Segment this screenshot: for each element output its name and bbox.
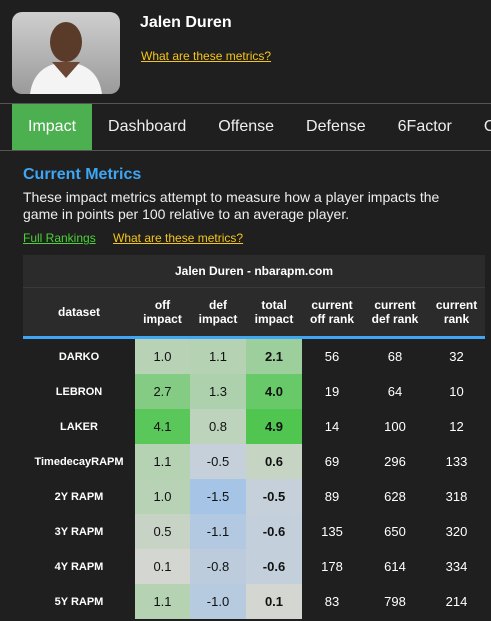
- tab[interactable]: 6Factor: [397, 118, 452, 135]
- value-cell: 0.6: [246, 444, 302, 479]
- value-cell: 12: [449, 419, 464, 434]
- table-row: 2Y RAPM 1.0 -1.5 -0.5 89 628 318: [23, 479, 485, 514]
- dataset-cell: TimedecayRAPM: [34, 455, 124, 468]
- table-row: DARKO 1.0 1.1 2.1 56 68 32: [23, 337, 485, 374]
- value-cell: 1.1: [135, 444, 190, 479]
- value-cell: 10: [449, 384, 464, 399]
- value-cell: 214: [445, 594, 468, 609]
- value-cell: 4.1: [135, 409, 190, 444]
- dataset-cell: 3Y RAPM: [54, 525, 104, 538]
- value-cell: 68: [387, 349, 403, 364]
- tab[interactable]: Dashboard: [108, 118, 187, 135]
- value-cell: 4.9: [246, 409, 302, 444]
- value-cell: 1.1: [190, 337, 246, 374]
- value-cell: 0.1: [135, 549, 190, 584]
- dataset-cell: DARKO: [58, 350, 100, 363]
- dataset-cell: 5Y RAPM: [54, 595, 104, 608]
- value-cell: 1.0: [135, 337, 190, 374]
- value-cell: 628: [384, 489, 406, 504]
- tab[interactable]: C: [468, 104, 491, 150]
- metrics-link[interactable]: What are these metrics?: [141, 49, 272, 63]
- tab-bar: Impact Dashboard Offense Defense 6Factor C: [0, 103, 491, 151]
- value-cell: 614: [384, 559, 406, 574]
- value-cell: 650: [384, 524, 406, 539]
- value-cell: 4.0: [246, 374, 302, 409]
- value-cell: -0.5: [246, 479, 302, 514]
- metrics-table: Jalen Duren - nbarapm.com dataset off imp…: [23, 255, 486, 619]
- player-photo: [12, 12, 120, 94]
- value-cell: 2.7: [135, 374, 190, 409]
- rankings-link[interactable]: Full Rankings: [23, 231, 96, 245]
- tab[interactable]: Impact: [12, 104, 93, 150]
- value-cell: 89: [324, 489, 340, 504]
- dataset-cell: LEBRON: [55, 385, 103, 398]
- value-cell: -0.6: [246, 549, 302, 584]
- value-cell: -0.6: [246, 514, 302, 549]
- value-cell: 69: [324, 454, 340, 469]
- value-cell: 0.1: [246, 584, 302, 619]
- value-cell: 1.1: [135, 584, 190, 619]
- value-cell: 14: [324, 419, 340, 434]
- table-row: LEBRON 2.7 1.3 4.0 19 64 10: [23, 374, 485, 409]
- value-cell: 318: [445, 489, 468, 504]
- value-cell: 1.3: [190, 374, 246, 409]
- value-cell: 2.1: [246, 337, 302, 374]
- value-cell: -1.0: [190, 584, 246, 619]
- value-cell: 320: [445, 524, 468, 539]
- tab[interactable]: Defense: [306, 118, 366, 135]
- table-row: 4Y RAPM 0.1 -0.8 -0.6 178 614 334: [23, 549, 485, 584]
- value-cell: 0.5: [135, 514, 190, 549]
- value-cell: 1.0: [135, 479, 190, 514]
- value-cell: 178: [321, 559, 343, 574]
- table-row: 3Y RAPM 0.5 -1.1 -0.6 135 650 320: [23, 514, 485, 549]
- value-cell: 296: [384, 454, 406, 469]
- value-cell: 0.8: [190, 409, 246, 444]
- value-cell: 798: [384, 594, 406, 609]
- value-cell: 334: [445, 559, 468, 574]
- value-cell: 19: [324, 384, 340, 399]
- column-header: total impact: [246, 287, 302, 338]
- value-cell: -0.8: [190, 549, 246, 584]
- dataset-cell: 4Y RAPM: [54, 560, 104, 573]
- value-cell: 100: [384, 419, 406, 434]
- value-cell: 135: [321, 524, 343, 539]
- value-cell: 83: [324, 594, 340, 609]
- table-row: 5Y RAPM 1.1 -1.0 0.1 83 798 214: [23, 584, 485, 619]
- section-title: Current Metrics: [23, 166, 142, 183]
- table-row: TimedecayRAPM 1.1 -0.5 0.6 69 296 133: [23, 444, 485, 479]
- description: These impact metrics attempt to measure …: [23, 189, 440, 222]
- value-cell: -1.5: [190, 479, 246, 514]
- tab[interactable]: Offense: [218, 118, 275, 135]
- column-header: off impact: [135, 287, 190, 338]
- column-header: current def rank: [362, 287, 428, 338]
- player-name: Jalen Duren: [140, 14, 232, 31]
- value-cell: -1.1: [190, 514, 246, 549]
- dataset-cell: LAKER: [60, 420, 98, 433]
- column-header: current off rank: [302, 287, 362, 338]
- metrics-link[interactable]: What are these metrics?: [113, 231, 244, 245]
- table-row: LAKER 4.1 0.8 4.9 14 100 12: [23, 409, 485, 444]
- value-cell: 56: [324, 349, 340, 364]
- column-header: def impact: [190, 287, 246, 338]
- photo-art: [30, 22, 102, 94]
- value-cell: 32: [449, 349, 464, 364]
- column-header: dataset: [23, 287, 135, 338]
- value-cell: -0.5: [190, 444, 246, 479]
- value-cell: 133: [445, 454, 468, 469]
- value-cell: 64: [387, 384, 403, 399]
- table-title: Jalen Duren - nbarapm.com: [23, 255, 486, 288]
- dataset-cell: 2Y RAPM: [54, 490, 104, 503]
- column-header: current rank: [428, 287, 486, 338]
